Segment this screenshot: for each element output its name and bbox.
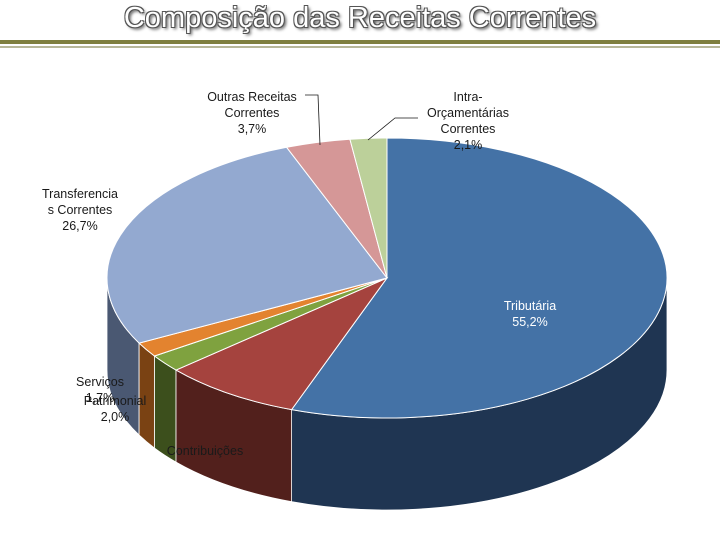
- data-label-patrimonial: Patrimonial 2,0%: [84, 394, 147, 424]
- data-label-line: Tributária: [504, 299, 556, 313]
- data-label-tributaria: Tributária 55,2%: [504, 299, 556, 329]
- data-label-value: 26,7%: [62, 219, 97, 233]
- title-divider-thin: [0, 46, 720, 48]
- leader-line-intra-orcamentarias-correntes: [367, 117, 418, 141]
- data-label-transferencia-s-correntes: Transferencia s Correntes 26,7%: [42, 187, 118, 233]
- page-title: Composição das Receitas Correntes: [123, 2, 597, 34]
- data-label-line: Contribuições: [167, 444, 243, 458]
- data-label-line: Patrimonial: [84, 394, 147, 408]
- data-label-outras-receitas-correntes: Outras Receitas Correntes 3,7%: [207, 90, 297, 136]
- data-label-servicos: Serviços 1,7%: [76, 375, 124, 405]
- data-label-line: Serviços: [76, 375, 124, 389]
- data-label-value: 2,1%: [454, 138, 483, 152]
- data-label-line: Transferencia: [42, 187, 118, 201]
- leader-line-outras-receitas-correntes: [305, 94, 321, 146]
- pie-slice-transferencia-s-correntes: [106, 146, 388, 344]
- data-label-line: Orçamentárias: [427, 106, 509, 120]
- data-label-intra-orcamentarias-correntes: Intra- Orçamentárias Correntes 2,1%: [427, 90, 509, 152]
- title-divider: [0, 40, 720, 44]
- data-label-value: 1,7%: [86, 391, 115, 405]
- data-label-line: Intra-: [453, 90, 482, 104]
- pie-slice-tributaria: [290, 137, 668, 419]
- data-label-value: 3,7%: [238, 122, 267, 136]
- data-label-contribuicoes: Contribuições: [167, 444, 243, 458]
- data-label-value: 55,2%: [512, 315, 547, 329]
- pie-tops: [106, 137, 668, 419]
- data-label-value: 2,0%: [101, 410, 130, 424]
- data-labels: Tributária 55,2% Contribuições Patrimonial 2…: [42, 90, 556, 458]
- data-label-line: Correntes: [225, 106, 280, 120]
- data-label-line: Correntes: [441, 122, 496, 136]
- pie-slice-intra-orcamentarias-correntes: [349, 137, 388, 279]
- data-label-line: s Correntes: [48, 203, 113, 217]
- data-label-line: Outras Receitas: [207, 90, 297, 104]
- pie-slice-contribuicoes: [174, 276, 389, 411]
